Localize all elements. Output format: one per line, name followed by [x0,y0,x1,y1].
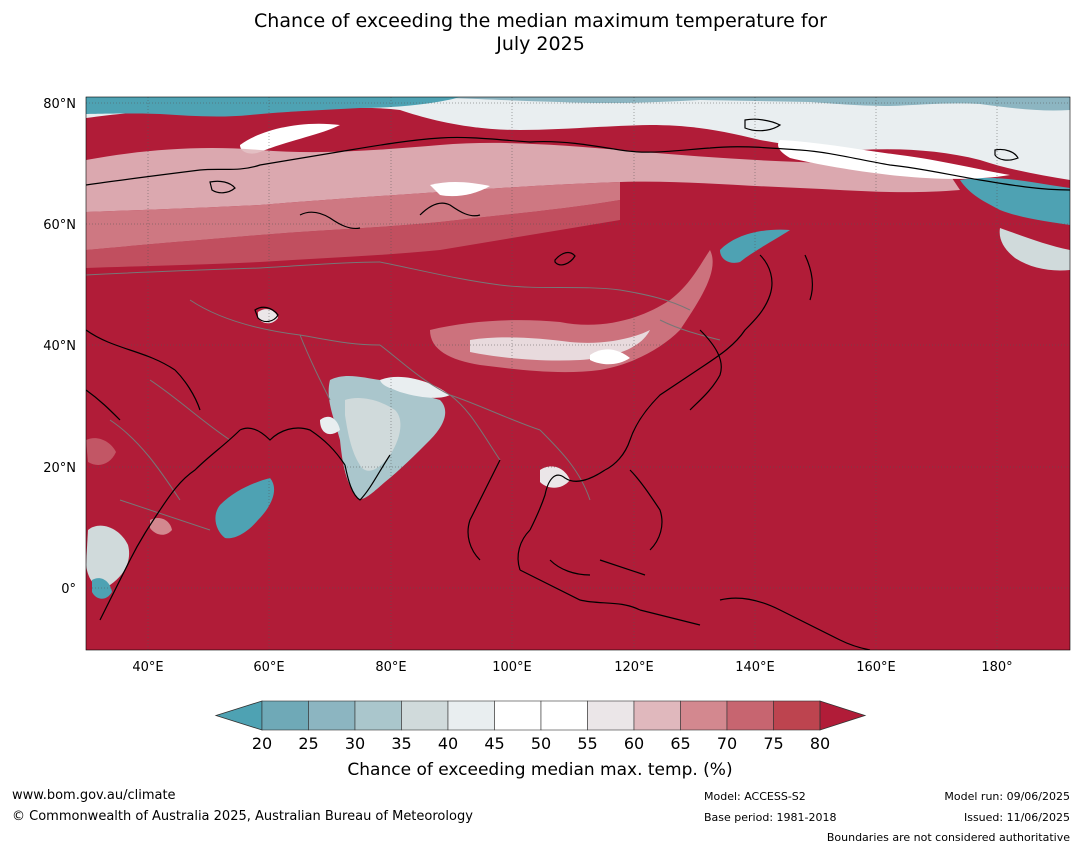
lon-label-80e: 80°E [375,660,406,675]
lon-label-160e: 160°E [856,660,896,675]
colorbar-segment [633,700,681,731]
lon-label-60e: 60°E [253,660,284,675]
arctic-probability-region [86,97,1070,271]
colorbar-tick-label: 75 [763,734,783,753]
lon-label-100e: 100°E [492,660,532,675]
forecast-map [86,97,1070,650]
model-run-date: Model run: 09/06/2025 [944,790,1070,803]
colorbar-tick-label: 25 [298,734,318,753]
colorbar-tick-label: 35 [391,734,411,753]
copyright-text: © Commonwealth of Australia 2025, Austra… [12,809,473,824]
lon-label-40e: 40°E [132,660,163,675]
lat-label-80n: 80°N [43,97,76,112]
colorbar-tick-label: 45 [484,734,504,753]
map-gridlines [86,97,1070,650]
colorbar-tick-label: 80 [810,734,830,753]
issued-date: Issued: 11/06/2025 [963,811,1070,824]
boundaries-disclaimer: Boundaries are not considered authoritat… [826,831,1070,844]
colorbar-segment [447,700,495,731]
central-asia-probability-region [430,250,713,373]
website-link[interactable]: www.bom.gov.au/climate [12,788,176,803]
colorbar-tick-label: 40 [438,734,458,753]
colorbar-tick-label: 65 [670,734,690,753]
lon-label-140e: 140°E [735,660,775,675]
colorbar-tick-label: 20 [252,734,272,753]
map-frame [85,96,1071,651]
map-title-line1: Chance of exceeding the median maximum t… [254,10,827,32]
colorbar-extend-low [214,700,263,731]
colorbar-segment [308,700,356,731]
colorbar-tick-label: 70 [717,734,737,753]
colorbar-segment [261,700,309,731]
colorbar-segment [726,700,774,731]
colorbar-title: Chance of exceeding median max. temp. (%… [347,760,732,780]
colorbar-segment [680,700,728,731]
colorbar-segment [494,700,542,731]
colorbar-tick-label: 60 [624,734,644,753]
colorbar: 20 25 30 35 40 45 50 55 60 65 70 75 80 [214,700,867,753]
colorbar-segment [773,700,821,731]
model-name: Model: ACCESS-S2 [704,790,806,803]
lon-label-120e: 120°E [614,660,654,675]
colorbar-tick-label: 50 [531,734,551,753]
colorbar-segment [587,700,635,731]
colorbar-extend-high [819,700,867,731]
lat-label-40n: 40°N [43,339,76,354]
base-period: Base period: 1981-2018 [704,811,837,824]
colorbar-segment [354,700,402,731]
map-title-line2: July 2025 [496,33,585,55]
south-asia-probability-region [320,375,450,500]
colorbar-tick-label: 30 [345,734,365,753]
colorbar-segment [540,700,588,731]
lon-label-180: 180° [981,660,1012,675]
coastlines [86,118,1070,650]
colorbar-segment [401,700,449,731]
lat-label-0: 0° [61,582,76,597]
lat-label-20n: 20°N [43,461,76,476]
lat-label-60n: 60°N [43,218,76,233]
colorbar-tick-label: 55 [577,734,597,753]
